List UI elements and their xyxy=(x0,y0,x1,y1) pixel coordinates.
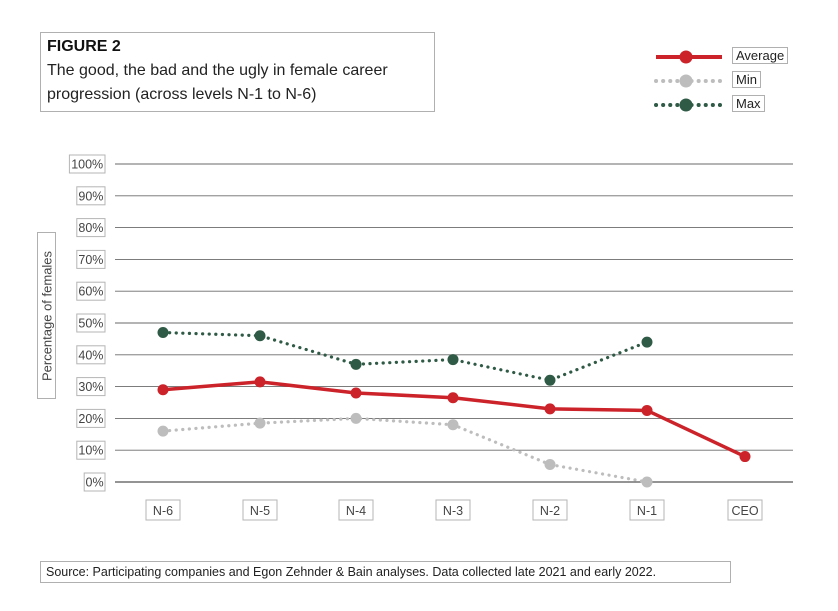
y-axis-title: Percentage of females xyxy=(39,250,54,381)
data-point-max xyxy=(544,374,556,386)
data-point-max xyxy=(254,330,266,342)
y-tick-box xyxy=(76,281,106,301)
x-tick-label: N-5 xyxy=(250,504,270,518)
y-tick-box xyxy=(76,408,106,428)
data-point-max xyxy=(157,327,169,339)
series-line-max xyxy=(161,330,649,382)
legend-swatch-average xyxy=(656,50,722,64)
x-tick-label: N-3 xyxy=(443,504,463,518)
figure-title-box: FIGURE 2 The good, the bad and the ugly … xyxy=(40,32,435,112)
x-tick-box xyxy=(727,499,763,521)
y-tick-box xyxy=(76,218,106,238)
y-tick-box xyxy=(83,472,106,492)
y-tick-label: 80% xyxy=(78,221,103,235)
figure-title: The good, the bad and the ugly in female… xyxy=(47,62,388,103)
data-point-min xyxy=(641,476,653,488)
data-point-min xyxy=(447,419,459,431)
y-tick-box xyxy=(76,313,106,333)
x-tick-label: N-4 xyxy=(346,504,366,518)
data-point-max xyxy=(447,354,459,366)
data-point-average xyxy=(739,451,751,463)
data-point-average xyxy=(254,376,266,388)
data-point-average xyxy=(157,384,169,396)
legend-item-max: Max xyxy=(650,95,765,115)
figure-label: FIGURE 2 xyxy=(47,38,121,55)
x-tick-box xyxy=(145,499,181,521)
x-tick-box xyxy=(435,499,471,521)
legend-swatch-max xyxy=(654,98,724,112)
legend-item-average: Average xyxy=(650,47,789,67)
legend-label-max: Max xyxy=(732,95,765,112)
y-tick-box xyxy=(76,377,106,397)
y-tick-label: 70% xyxy=(78,253,103,267)
x-tick-label: CEO xyxy=(731,504,758,518)
y-tick-box xyxy=(76,345,106,365)
data-point-average xyxy=(544,403,556,415)
x-tick-box xyxy=(242,499,278,521)
legend-swatch-min xyxy=(654,74,724,88)
y-tick-box xyxy=(68,154,106,174)
legend-label-average: Average xyxy=(732,47,789,64)
y-tick-box xyxy=(76,186,106,206)
data-point-average xyxy=(641,404,653,416)
legend-label-min: Min xyxy=(732,71,761,88)
x-tick-box xyxy=(629,499,665,521)
x-tick-label: N-2 xyxy=(540,504,560,518)
y-tick-label: 10% xyxy=(78,444,103,458)
legend-item-min: Min xyxy=(650,71,761,91)
y-tick-label: 60% xyxy=(78,285,103,299)
data-point-max xyxy=(641,336,653,348)
y-tick-label: 30% xyxy=(78,380,103,394)
data-point-min xyxy=(350,412,362,424)
y-tick-label: 20% xyxy=(78,412,103,426)
y-tick-box xyxy=(76,440,106,460)
data-point-min xyxy=(157,425,169,437)
data-point-min xyxy=(254,417,266,429)
data-point-max xyxy=(350,358,362,370)
y-tick-label: 90% xyxy=(78,189,103,203)
data-point-average xyxy=(350,387,362,399)
x-tick-label: N-6 xyxy=(153,504,173,518)
y-tick-label: 0% xyxy=(86,476,104,490)
series-line-min xyxy=(161,416,649,484)
x-tick-box xyxy=(532,499,568,521)
x-tick-label: N-1 xyxy=(637,504,657,518)
data-point-average xyxy=(447,392,459,404)
y-tick-label: 50% xyxy=(78,317,103,331)
series-line-average xyxy=(162,380,746,459)
x-tick-box xyxy=(338,499,374,521)
source-note: Source: Participating companies and Egon… xyxy=(40,561,731,583)
data-point-min xyxy=(544,459,556,471)
y-tick-label: 40% xyxy=(78,348,103,362)
y-tick-box xyxy=(76,249,106,269)
y-axis-title-box: Percentage of females xyxy=(37,232,56,399)
y-tick-label: 100% xyxy=(71,158,103,172)
